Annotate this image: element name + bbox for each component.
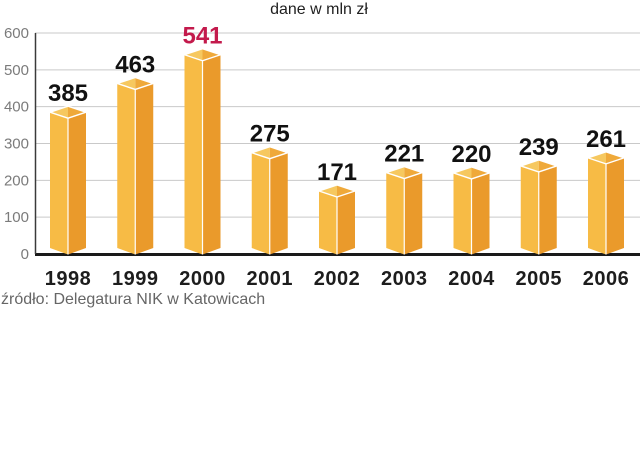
bar-group-2003: 221 2003	[381, 141, 428, 290]
bar-group-2001: 275 2001	[247, 121, 294, 290]
bar-group-1998: 385 1998	[45, 80, 92, 290]
bar-group-1999: 463 1999	[112, 51, 159, 290]
bar-left-face	[50, 112, 68, 255]
value-label-2003: 221	[384, 141, 424, 168]
bar-right-face	[269, 152, 288, 255]
source-caption: źródło: Delegatura NIK w Katowicach	[1, 291, 266, 308]
bar-top-face-left	[117, 77, 136, 90]
bar-top-face-left	[50, 106, 68, 119]
bar-group-2000: 541 2000	[179, 23, 226, 290]
bar-left-face	[251, 152, 270, 255]
bar-left-face	[184, 54, 203, 255]
bar-right-face	[606, 157, 624, 255]
bar-group-2004: 220 2004	[448, 141, 495, 290]
value-label-1999: 463	[115, 51, 155, 78]
value-label-1998: 385	[48, 80, 88, 107]
bar-top-face-right	[606, 151, 624, 164]
bar-right-face	[471, 172, 490, 255]
bar-left-face	[386, 172, 405, 255]
bar-top-face-right	[68, 106, 86, 119]
bar-group-2005: 239 2005	[516, 134, 563, 290]
bar-right-face	[68, 112, 86, 255]
y-tick-label-600: 600	[4, 25, 29, 42]
y-tick-label-400: 400	[4, 99, 29, 116]
category-label-2001: 2001	[247, 268, 294, 290]
value-label-2005: 239	[519, 134, 559, 161]
bar-top-face-right	[135, 77, 154, 90]
bar-top-face-left	[453, 166, 472, 179]
value-label-2002: 171	[317, 159, 357, 186]
bar-right-face	[538, 165, 557, 255]
bar-group-2002: 171 2002	[314, 159, 361, 290]
category-label-1999: 1999	[112, 268, 159, 290]
bar-top-face-right	[202, 48, 221, 61]
bar-right-face	[337, 191, 355, 255]
bar-right-face	[404, 172, 423, 255]
y-tick-label-300: 300	[4, 136, 29, 153]
bar-left-face	[319, 191, 337, 255]
bar-left-face	[453, 172, 472, 255]
category-label-2005: 2005	[516, 268, 563, 290]
bar-top-face-left	[588, 151, 606, 164]
bar-top-face-left	[520, 159, 539, 172]
bar-top-face-right	[337, 185, 355, 198]
category-label-2000: 2000	[179, 268, 226, 290]
y-tick-label-500: 500	[4, 62, 29, 79]
value-label-2000: 541	[182, 23, 222, 50]
bar-left-face	[117, 83, 136, 255]
bar-top-face-left	[319, 185, 337, 198]
bar-right-face	[202, 54, 221, 255]
bar-top-face-right	[538, 159, 557, 172]
category-label-2003: 2003	[381, 268, 428, 290]
bar-top-face-right	[471, 166, 490, 179]
bar-right-face	[135, 83, 154, 255]
bar-group-2006: 261 2006	[583, 126, 630, 290]
chart-title: dane w mln zł	[270, 1, 368, 18]
value-label-2001: 275	[250, 121, 290, 148]
value-label-2004: 220	[451, 141, 491, 168]
y-tick-label-0: 0	[21, 246, 29, 263]
bar-top-face-left	[184, 48, 203, 61]
bar-top-face-left	[251, 146, 270, 159]
category-label-1998: 1998	[45, 268, 92, 290]
category-label-2002: 2002	[314, 268, 361, 290]
bar-top-face-left	[386, 166, 405, 179]
y-tick-label-200: 200	[4, 172, 29, 189]
category-label-2006: 2006	[583, 268, 630, 290]
bar-top-face-right	[404, 166, 423, 179]
y-tick-label-100: 100	[4, 209, 29, 226]
bar-left-face	[520, 165, 539, 255]
bar-left-face	[588, 157, 606, 255]
bar-top-face-right	[269, 146, 288, 159]
value-label-2006: 261	[586, 126, 626, 153]
category-label-2004: 2004	[448, 268, 495, 290]
